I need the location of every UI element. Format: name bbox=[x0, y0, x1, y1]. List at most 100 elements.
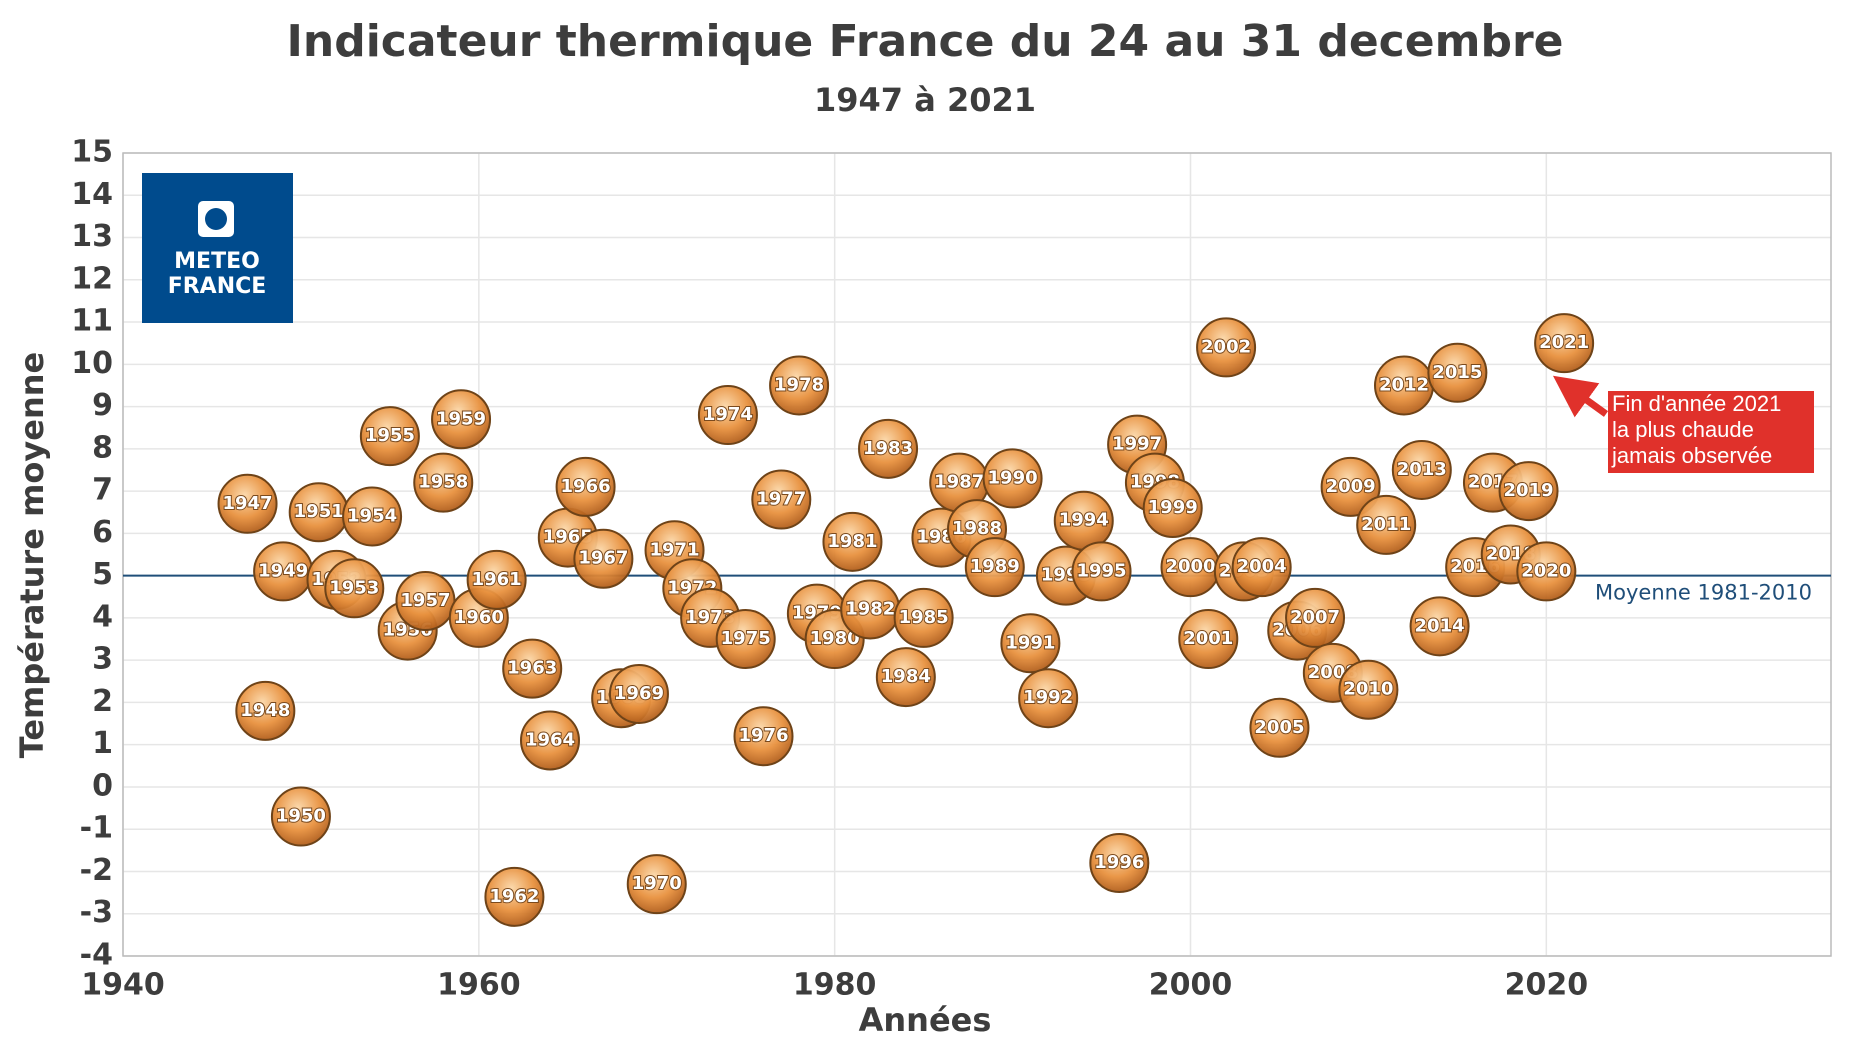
bubble-label: 1975 bbox=[721, 628, 771, 649]
bubble bbox=[1356, 494, 1417, 555]
y-tick-label: 0 bbox=[92, 768, 113, 803]
bubble-label: 1961 bbox=[472, 569, 522, 590]
bubble-label: 1953 bbox=[329, 577, 379, 598]
bubble bbox=[697, 385, 758, 446]
y-tick-label: 11 bbox=[71, 304, 113, 339]
bubble-label: 2009 bbox=[1326, 476, 1376, 497]
y-tick-label: -2 bbox=[80, 853, 113, 888]
bubble-label: 2021 bbox=[1539, 332, 1589, 353]
bubble bbox=[608, 663, 669, 724]
y-tick-label: 8 bbox=[92, 430, 113, 465]
annotation-text: jamais observée bbox=[1611, 443, 1772, 468]
bubble-label: 1950 bbox=[276, 806, 326, 827]
bubble bbox=[431, 389, 492, 450]
bubble bbox=[217, 473, 278, 534]
y-tick-label: 1 bbox=[92, 726, 113, 761]
logo: METEO FRANCE bbox=[142, 173, 293, 323]
bubble bbox=[733, 706, 794, 767]
bubble bbox=[1391, 439, 1452, 500]
bubble bbox=[822, 511, 883, 572]
bubble bbox=[1534, 313, 1595, 374]
annotation: Fin d'année 2021 la plus chaude jamais o… bbox=[1552, 375, 1814, 473]
bubble-label: 1978 bbox=[774, 374, 824, 395]
bubble bbox=[359, 406, 420, 467]
bubble-label: 2014 bbox=[1415, 615, 1465, 636]
bubble bbox=[715, 609, 776, 670]
bubble-label: 1947 bbox=[222, 493, 272, 514]
bubble bbox=[413, 452, 474, 513]
y-tick-label: 2 bbox=[92, 684, 113, 719]
bubble bbox=[1516, 541, 1577, 602]
bubble-label: 2020 bbox=[1521, 560, 1571, 581]
logo-text: FRANCE bbox=[168, 274, 267, 299]
y-tick-label: -3 bbox=[80, 895, 113, 930]
bubble bbox=[466, 549, 527, 610]
logo-icon-circle bbox=[205, 208, 227, 230]
y-tick-label: 15 bbox=[71, 135, 113, 170]
bubble-label: 1954 bbox=[347, 505, 397, 526]
bubble-label: 1994 bbox=[1059, 510, 1109, 531]
bubble bbox=[555, 456, 616, 517]
chart-subtitle: 1947 à 2021 bbox=[814, 81, 1036, 119]
bubble bbox=[270, 786, 331, 847]
bubble-label: 1958 bbox=[418, 472, 468, 493]
bubble bbox=[342, 486, 403, 547]
bubble bbox=[1409, 596, 1470, 657]
bubble-label: 1982 bbox=[845, 598, 895, 619]
marks: Moyenne 1981-201019471948194919501951195… bbox=[123, 313, 1831, 927]
logo-text: METEO bbox=[174, 249, 260, 274]
y-tick-label: 7 bbox=[92, 473, 113, 508]
y-axis-label: Température moyenne bbox=[13, 352, 51, 758]
bubble bbox=[1320, 456, 1381, 517]
bubble bbox=[324, 558, 385, 619]
y-tick-label: 12 bbox=[71, 261, 113, 296]
bubble-label: 1962 bbox=[489, 886, 539, 907]
y-tick-label: 14 bbox=[71, 177, 113, 212]
annotation-text: Fin d'année 2021 bbox=[1612, 391, 1781, 416]
bubble-label: 2013 bbox=[1397, 459, 1447, 480]
bubble-label: 1996 bbox=[1094, 852, 1144, 873]
bubble bbox=[1427, 342, 1488, 403]
bubble bbox=[484, 866, 545, 927]
bubble-label: 2001 bbox=[1183, 628, 1233, 649]
bubble-label: 1992 bbox=[1023, 687, 1073, 708]
bubble-label: 1980 bbox=[810, 628, 860, 649]
bubble-label: 1985 bbox=[899, 607, 949, 628]
y-tick-label: 10 bbox=[71, 346, 113, 381]
chart-title: Indicateur thermique France du 24 au 31 … bbox=[287, 16, 1564, 67]
y-tick-label: -4 bbox=[80, 938, 113, 973]
bubble-label: 1987 bbox=[934, 472, 984, 493]
bubble-label: 2015 bbox=[1432, 362, 1482, 383]
bubble-label: 1949 bbox=[258, 560, 308, 581]
bubble-label: 1948 bbox=[240, 700, 290, 721]
bubble bbox=[893, 587, 954, 648]
bubble-label: 2005 bbox=[1254, 717, 1304, 738]
annotation-box bbox=[1608, 391, 1814, 473]
x-axis-label: Années bbox=[859, 1001, 992, 1039]
bubble-label: 1970 bbox=[632, 873, 682, 894]
bubble bbox=[1231, 537, 1292, 598]
bubble bbox=[235, 680, 296, 741]
mean-label: Moyenne 1981-2010 bbox=[1595, 581, 1812, 605]
bubble-label: 1983 bbox=[863, 438, 913, 459]
bubble bbox=[573, 528, 634, 589]
bubble-label: 1989 bbox=[970, 556, 1020, 577]
bubble bbox=[875, 647, 936, 708]
y-tick-label: 9 bbox=[92, 388, 113, 423]
y-tick-label: -1 bbox=[80, 811, 113, 846]
bubble bbox=[1071, 541, 1132, 602]
bubble bbox=[1196, 317, 1257, 378]
bubble-label: 1977 bbox=[756, 489, 806, 510]
x-tick-label: 1960 bbox=[437, 968, 521, 1003]
bubble bbox=[1249, 697, 1310, 758]
y-tick-label: 4 bbox=[92, 599, 113, 634]
bubble-label: 1981 bbox=[827, 531, 877, 552]
bubble bbox=[858, 418, 919, 479]
bubble-label: 2004 bbox=[1237, 556, 1287, 577]
bubble-label: 2019 bbox=[1503, 480, 1553, 501]
bubble-label: 1988 bbox=[952, 518, 1002, 539]
bubble-label: 1976 bbox=[738, 725, 788, 746]
